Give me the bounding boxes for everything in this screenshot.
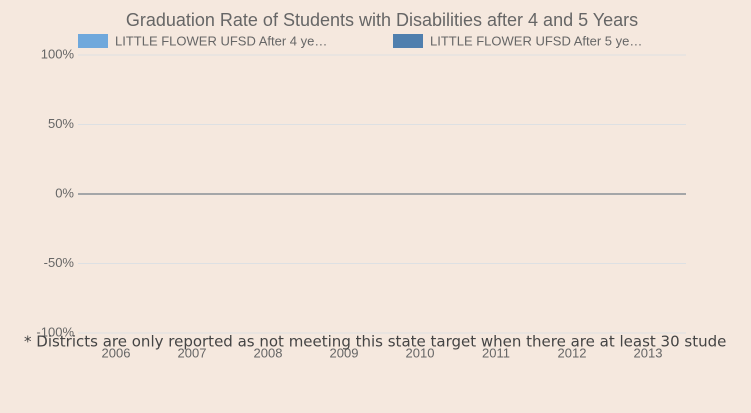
x-tick-label: 2011 (482, 345, 510, 360)
y-tick-label: 0% (55, 185, 74, 200)
x-tick-label: 2012 (558, 345, 587, 360)
legend-swatch (78, 34, 108, 48)
x-tick-label: 2007 (178, 345, 207, 360)
x-tick-label: 2010 (406, 345, 435, 360)
y-tick-label: -50% (44, 255, 75, 270)
x-tick-label: 2006 (102, 345, 131, 360)
y-tick-label: 100% (41, 46, 75, 61)
y-tick-label: -100% (36, 324, 74, 339)
legend-label: LITTLE FLOWER UFSD After 4 ye… (115, 33, 327, 48)
x-tick-label: 2009 (330, 345, 359, 360)
legend-swatch (393, 34, 423, 48)
x-tick-label: 2013 (634, 345, 663, 360)
x-tick-label: 2008 (254, 345, 283, 360)
footnote: * Districts are only reported as not mee… (24, 333, 726, 351)
y-tick-label: 50% (48, 116, 74, 131)
chart-title: Graduation Rate of Students with Disabil… (126, 10, 638, 30)
legend-label: LITTLE FLOWER UFSD After 5 ye… (430, 33, 642, 48)
